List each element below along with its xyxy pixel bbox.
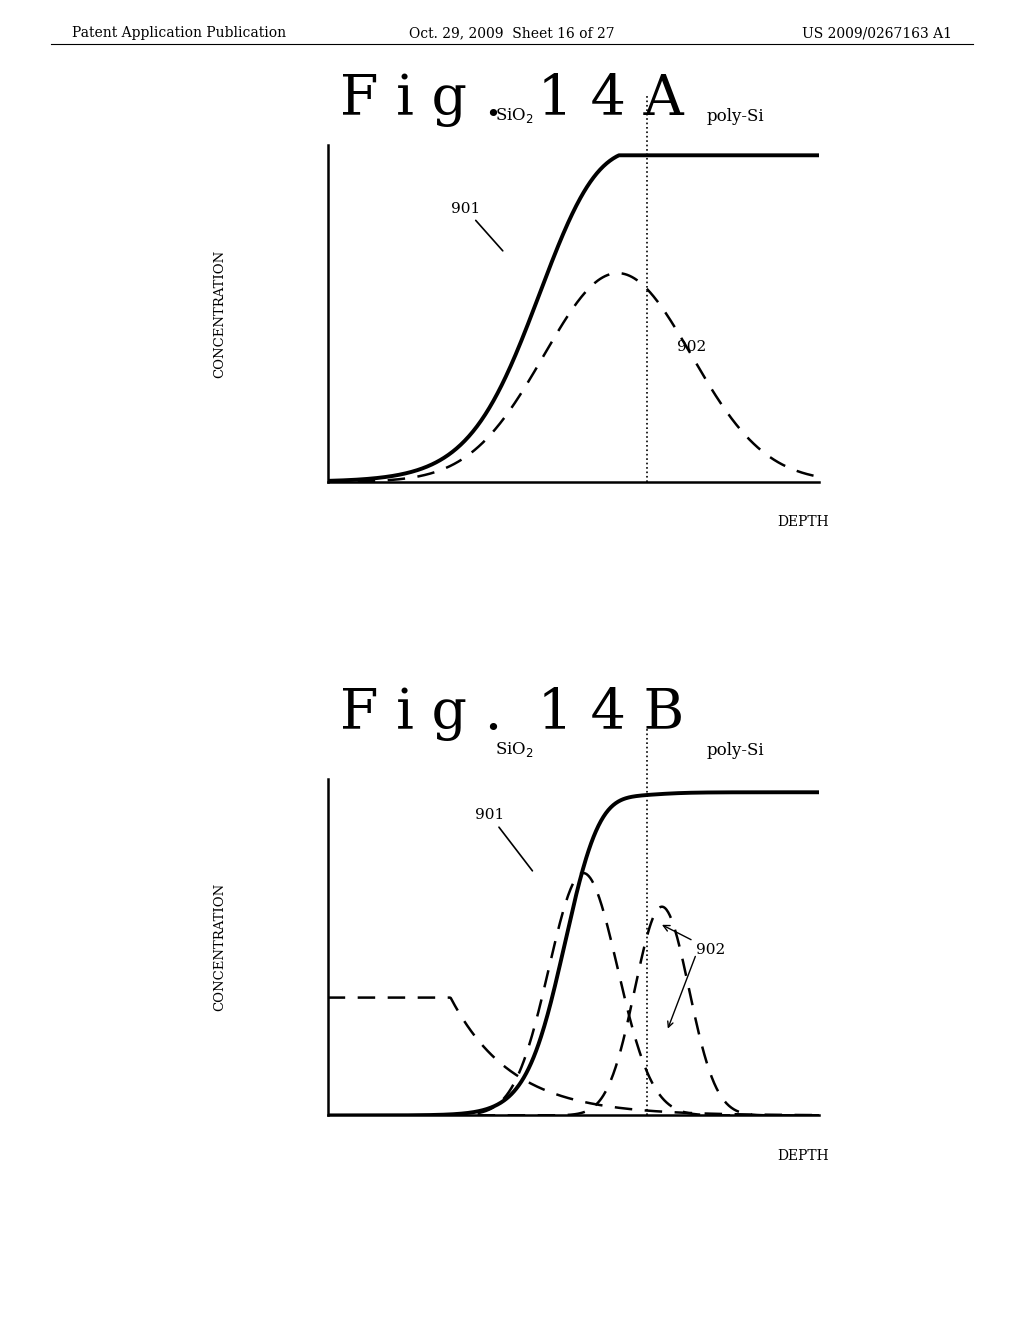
Text: CONCENTRATION: CONCENTRATION [213,883,226,1011]
Text: poly-Si: poly-Si [707,742,765,759]
Text: SiO$_2$: SiO$_2$ [495,739,534,759]
Text: F i g .  1 4 B: F i g . 1 4 B [340,686,684,741]
Text: US 2009/0267163 A1: US 2009/0267163 A1 [803,26,952,41]
Text: 902: 902 [664,925,726,957]
Text: Patent Application Publication: Patent Application Publication [72,26,286,41]
Text: DEPTH: DEPTH [777,1148,829,1163]
Text: SiO$_2$: SiO$_2$ [495,106,534,125]
Text: CONCENTRATION: CONCENTRATION [213,249,226,378]
Text: F i g .  1 4 A: F i g . 1 4 A [340,73,684,127]
Text: Oct. 29, 2009  Sheet 16 of 27: Oct. 29, 2009 Sheet 16 of 27 [410,26,614,41]
Text: 901: 901 [451,202,503,251]
Text: poly-Si: poly-Si [707,108,765,125]
Text: 902: 902 [677,341,706,354]
Text: 901: 901 [475,808,532,871]
Text: DEPTH: DEPTH [777,515,829,529]
